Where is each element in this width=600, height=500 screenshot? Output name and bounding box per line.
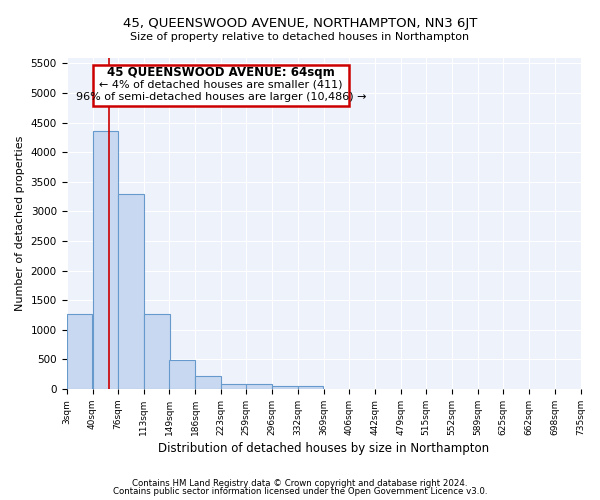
Text: Size of property relative to detached houses in Northampton: Size of property relative to detached ho…: [130, 32, 470, 42]
Text: Contains HM Land Registry data © Crown copyright and database right 2024.: Contains HM Land Registry data © Crown c…: [132, 478, 468, 488]
Y-axis label: Number of detached properties: Number of detached properties: [15, 136, 25, 311]
Bar: [92, 132, 118, 389]
Bar: [118, 194, 143, 389]
Bar: [272, 386, 298, 389]
Bar: [92, 64, 349, 106]
X-axis label: Distribution of detached houses by size in Northampton: Distribution of detached houses by size …: [158, 442, 489, 455]
Text: ← 4% of detached houses are smaller (411): ← 4% of detached houses are smaller (411…: [99, 80, 343, 90]
Text: 45, QUEENSWOOD AVENUE, NORTHAMPTON, NN3 6JT: 45, QUEENSWOOD AVENUE, NORTHAMPTON, NN3 …: [123, 18, 477, 30]
Bar: [247, 384, 272, 389]
Bar: [144, 314, 170, 389]
Bar: [195, 376, 221, 389]
Bar: [67, 314, 92, 389]
Text: 96% of semi-detached houses are larger (10,486) →: 96% of semi-detached houses are larger (…: [76, 92, 366, 102]
Text: 45 QUEENSWOOD AVENUE: 64sqm: 45 QUEENSWOOD AVENUE: 64sqm: [107, 66, 335, 80]
Text: Contains public sector information licensed under the Open Government Licence v3: Contains public sector information licen…: [113, 487, 487, 496]
Bar: [221, 384, 247, 389]
Bar: [298, 386, 323, 389]
Bar: [169, 360, 195, 389]
